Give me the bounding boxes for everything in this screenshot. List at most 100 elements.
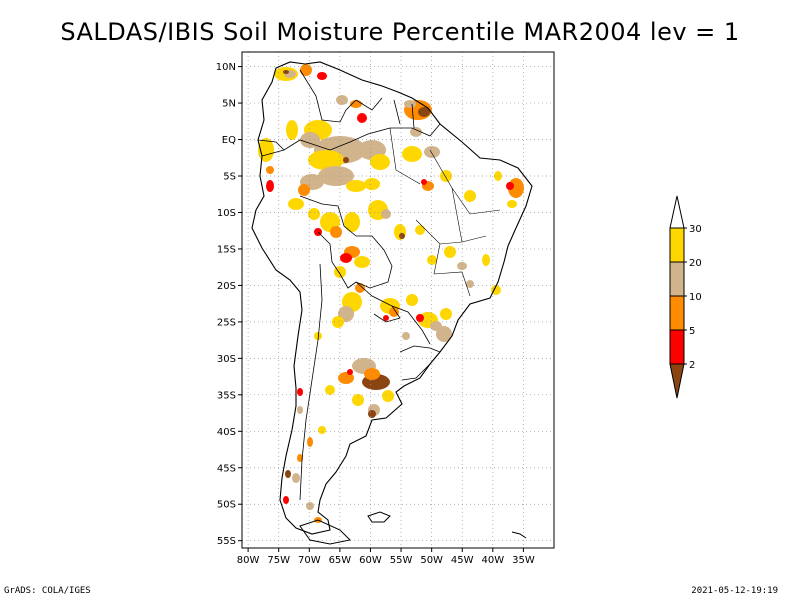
moisture-patch xyxy=(402,332,410,340)
moisture-patch xyxy=(300,132,320,148)
lon-tick-label: 45W xyxy=(451,555,474,566)
moisture-patch xyxy=(424,146,440,158)
border-peru-bolivia xyxy=(317,231,341,275)
colorbar-legend: 2 5 10 20 30 xyxy=(669,195,702,399)
moisture-patch xyxy=(330,226,342,238)
moisture-patch xyxy=(406,294,418,306)
lat-tick-label: 40S xyxy=(217,427,236,438)
colorbar-bottom-arrow xyxy=(669,363,685,399)
lat-tick-label: 15S xyxy=(217,244,236,255)
moisture-patch xyxy=(308,150,344,170)
latitude-tick-labels: 10N 5N EQ 5S 10S 15S 20S 25S 30S 35S 40S 45S 50S 55S xyxy=(216,62,242,547)
moisture-patch xyxy=(370,154,390,170)
moisture-patch xyxy=(292,473,300,483)
footer-timestamp: 2021-05-12-19:19 xyxy=(691,586,778,596)
lat-tick-label: 5N xyxy=(222,99,236,110)
south-georgia xyxy=(511,531,527,539)
lon-tick-label: 70W xyxy=(298,555,321,566)
moisture-patch xyxy=(283,70,289,74)
border-brazil-states xyxy=(389,127,501,297)
moisture-patch xyxy=(427,255,437,265)
moisture-patch xyxy=(318,166,354,186)
border-paraguay xyxy=(355,281,401,323)
moisture-patch xyxy=(418,107,430,117)
moisture-patch xyxy=(347,369,353,375)
colorbar-label: 10 xyxy=(689,292,702,303)
longitude-tick-labels: 80W 75W 70W 65W 60W 55W 50W 45W 40W 35W xyxy=(237,548,535,566)
moisture-patch xyxy=(288,198,304,210)
colorbar-swatch xyxy=(669,329,685,365)
border-guianas xyxy=(393,99,441,137)
moisture-patch xyxy=(482,254,490,266)
moisture-patch xyxy=(416,314,424,322)
border-argentina-brazil xyxy=(391,305,431,345)
moisture-patch xyxy=(415,225,425,235)
lat-tick-label: 55S xyxy=(217,536,236,547)
border-venezuela-guyana xyxy=(355,97,383,111)
border-brazil-north xyxy=(329,127,431,151)
moisture-patch xyxy=(300,64,312,76)
moisture-patch xyxy=(466,280,474,288)
moisture-patch xyxy=(364,368,380,380)
lat-tick-label: 10N xyxy=(216,62,236,73)
moisture-patch xyxy=(317,72,327,80)
moisture-patch xyxy=(357,113,367,123)
moisture-patch xyxy=(308,208,320,220)
moisture-patch xyxy=(346,180,366,192)
south-america-coastline xyxy=(251,61,533,535)
moisture-patch xyxy=(344,212,360,232)
moisture-patch xyxy=(402,146,422,162)
colorbar-label: 5 xyxy=(689,326,695,337)
lon-tick-label: 35W xyxy=(512,555,535,566)
border-uruguay xyxy=(399,345,441,381)
colorbar-label: 30 xyxy=(689,224,702,235)
moisture-patch xyxy=(507,200,517,208)
moisture-patch xyxy=(266,180,274,192)
moisture-patch xyxy=(382,390,394,402)
moisture-patch xyxy=(266,166,274,174)
lat-tick-label: 25S xyxy=(217,317,236,328)
border-ecuador-peru xyxy=(257,139,285,151)
moisture-patch xyxy=(383,315,389,321)
colorbar-swatch xyxy=(669,261,685,297)
moisture-patch xyxy=(389,307,399,317)
moisture-patch xyxy=(440,308,452,320)
border-bolivia-brazil xyxy=(355,235,393,289)
moisture-patch xyxy=(325,385,335,395)
moisture-patch xyxy=(286,120,298,140)
map-title: SALDAS/IBIS Soil Moisture Percentile MAR… xyxy=(60,18,740,46)
lat-tick-label: 30S xyxy=(217,354,236,365)
moisture-patch xyxy=(336,95,348,105)
moisture-patch xyxy=(297,454,303,462)
falkland-islands xyxy=(367,511,391,523)
moisture-patch xyxy=(457,262,467,270)
colorbar-label: 20 xyxy=(689,258,702,269)
lat-tick-label: 20S xyxy=(217,281,236,292)
moisture-patch xyxy=(506,182,514,190)
continent-outline xyxy=(251,61,533,545)
colorbar-label: 2 xyxy=(689,360,695,371)
moisture-patch xyxy=(368,410,376,418)
border-colombia-peru xyxy=(261,139,331,157)
lon-tick-label: 65W xyxy=(329,555,352,566)
moisture-patch xyxy=(307,437,313,447)
moisture-patch xyxy=(491,285,501,295)
moisture-patch xyxy=(340,253,352,263)
border-peru-brazil xyxy=(299,195,357,237)
moisture-patch xyxy=(404,100,416,108)
moisture-patch xyxy=(297,388,303,396)
map-frame xyxy=(241,51,555,549)
border-bolivia-argentina xyxy=(339,273,357,289)
tierra-del-fuego xyxy=(299,519,352,545)
lat-tick-label: 50S xyxy=(217,500,236,511)
lon-tick-label: 55W xyxy=(390,555,413,566)
moisture-patch xyxy=(410,127,422,137)
moisture-patch xyxy=(352,394,364,406)
country-borders xyxy=(257,69,501,501)
lat-tick-label: EQ xyxy=(222,135,236,146)
footer-credit: GrADS: COLA/IGES xyxy=(4,586,91,596)
lon-tick-label: 60W xyxy=(359,555,382,566)
moisture-patch xyxy=(343,157,349,163)
lon-tick-label: 80W xyxy=(237,555,260,566)
